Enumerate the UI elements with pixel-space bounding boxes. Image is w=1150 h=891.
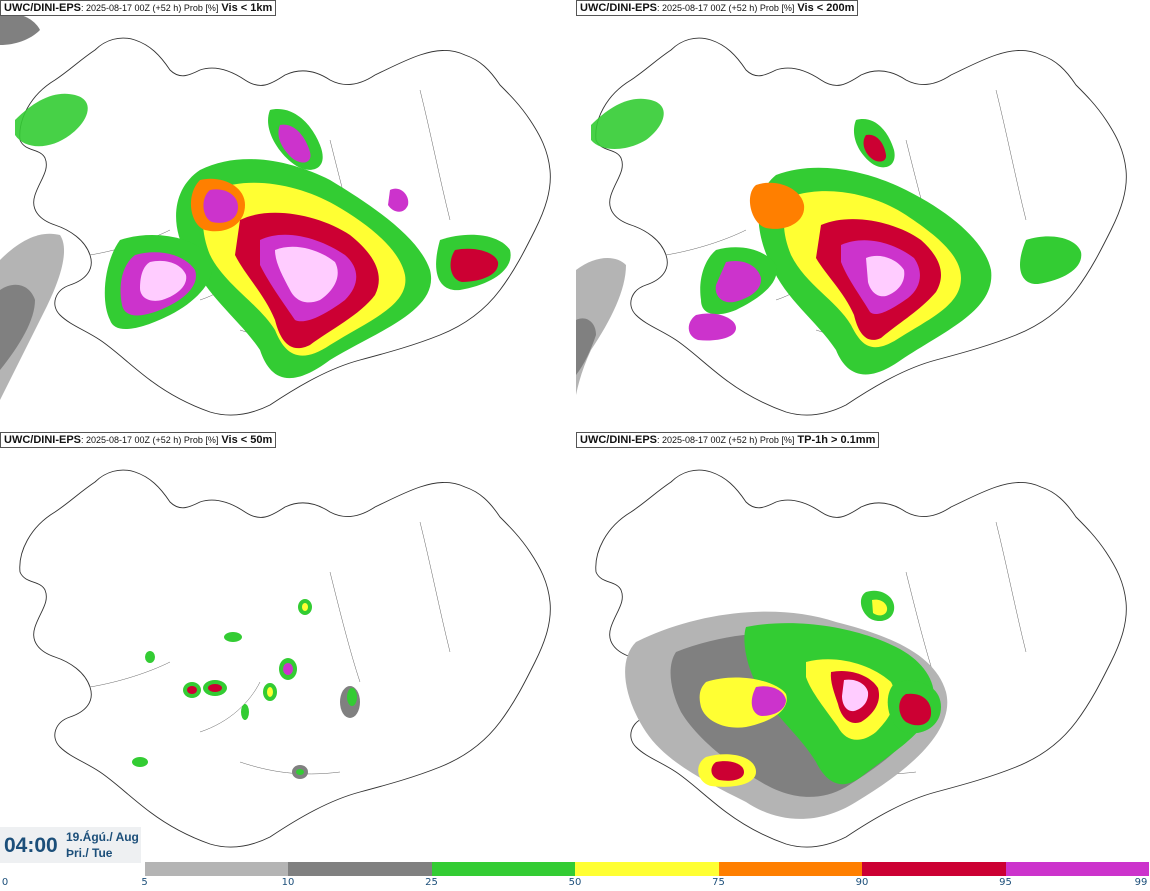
color-legend: 0 5 10 25 50 75 90 95 99 bbox=[0, 862, 1150, 891]
panel-title: UWC/DINI-EPS: 2025-08-17 00Z (+52 h) Pro… bbox=[576, 432, 880, 448]
legend-tick-label: 10 bbox=[281, 877, 295, 888]
probability-field bbox=[591, 98, 1082, 375]
probability-map bbox=[0, 13, 551, 416]
probability-field bbox=[132, 599, 360, 779]
panel-title: UWC/DINI-EPS: 2025-08-17 00Z (+52 h) Pro… bbox=[576, 0, 859, 16]
valid-date: 19.Ágú./ Aug bbox=[66, 830, 139, 844]
valid-weekday: Þri./ Tue bbox=[66, 846, 113, 860]
valid-time-clock: 04:00 bbox=[4, 834, 58, 857]
legend-tick-label: 75 bbox=[712, 877, 725, 888]
legend-tick-label: 25 bbox=[425, 877, 438, 888]
probability-map bbox=[19, 469, 551, 848]
legend-color-band bbox=[1, 862, 145, 876]
legend-color-band bbox=[862, 862, 1006, 876]
legend-tick-label: 50 bbox=[568, 877, 582, 888]
panel-title: UWC/DINI-EPS: 2025-08-17 00Z (+52 h) Pro… bbox=[0, 0, 277, 16]
probability-map bbox=[595, 469, 1127, 848]
legend-tick-label: 5 bbox=[141, 877, 148, 888]
map-panel-vis-200m: UWC/DINI-EPS: 2025-08-17 00Z (+52 h) Pro… bbox=[576, 0, 1150, 430]
probability-field bbox=[625, 590, 948, 819]
valid-time-box: 04:00 19.Ágú./ Aug Þri./ Tue bbox=[0, 827, 141, 863]
legend-color-band bbox=[1005, 862, 1149, 876]
probability-field bbox=[15, 93, 511, 379]
legend-tick-label: 95 bbox=[999, 877, 1012, 888]
legend-color-band bbox=[575, 862, 719, 876]
legend-color-band bbox=[144, 862, 288, 876]
probability-map bbox=[576, 37, 1127, 416]
map-panel-tp-1h: UWC/DINI-EPS: 2025-08-17 00Z (+52 h) Pro… bbox=[576, 432, 1150, 862]
map-panel-vis-1km: UWC/DINI-EPS: 2025-08-17 00Z (+52 h) Pro… bbox=[0, 0, 574, 430]
legend-tick-label: 0 bbox=[1, 877, 9, 888]
panel-title: UWC/DINI-EPS: 2025-08-17 00Z (+52 h) Pro… bbox=[0, 432, 277, 448]
legend-color-band bbox=[288, 862, 432, 876]
legend-tick-label: 99 bbox=[1134, 877, 1148, 888]
legend-tick-label: 90 bbox=[855, 877, 869, 888]
legend-color-band bbox=[431, 862, 575, 876]
map-panel-vis-50m: UWC/DINI-EPS: 2025-08-17 00Z (+52 h) Pro… bbox=[0, 432, 574, 862]
legend-color-band bbox=[718, 862, 862, 876]
